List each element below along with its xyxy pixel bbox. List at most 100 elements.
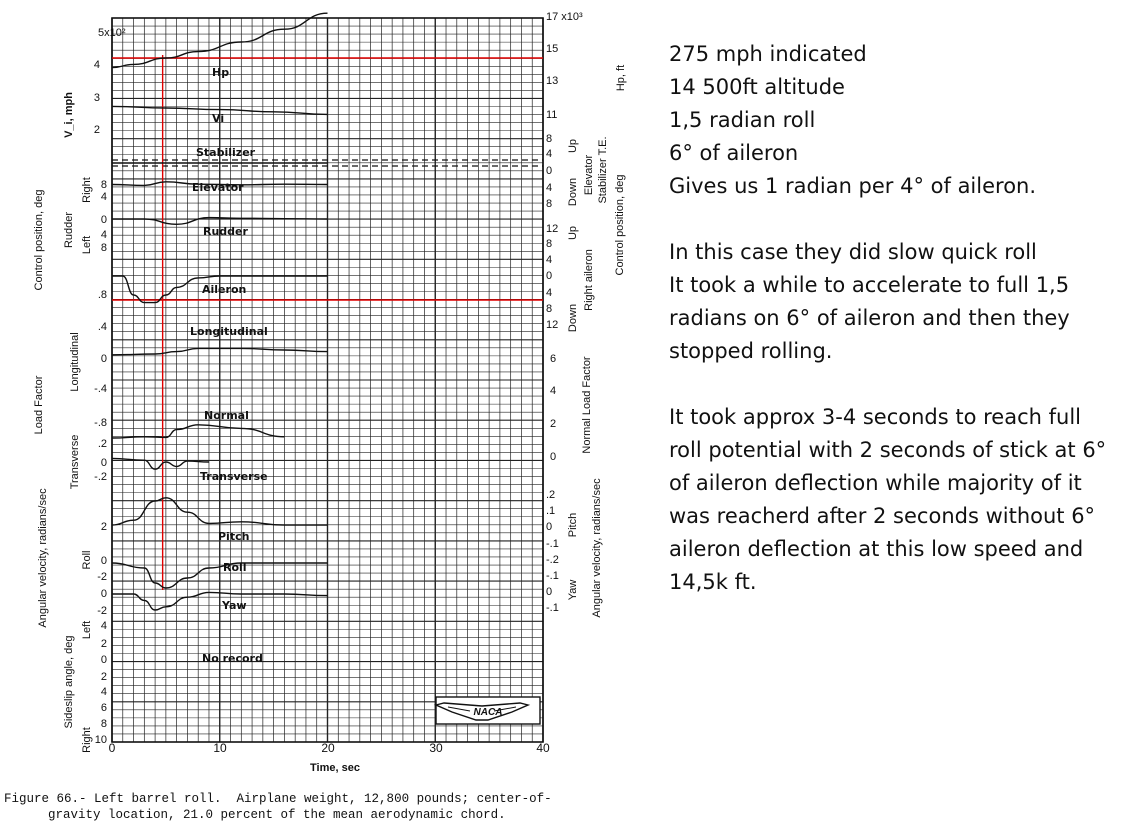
left-tick-label: -.2 (94, 471, 107, 483)
series-line-longitudinal (111, 347, 328, 356)
left-tick-label: -.4 (94, 383, 107, 395)
note-line: 14,5k ft. (669, 570, 757, 594)
series-line-vi (111, 105, 328, 116)
roll-axis-label: Roll (81, 551, 93, 570)
left-tick-label: .2 (98, 438, 107, 450)
rudder-axis-label: Rudder (63, 212, 75, 248)
right-tick-label: 0 (546, 521, 552, 533)
hp-axis-label: Hp, ft (615, 65, 627, 91)
velocity-axis-label: V_i, mph (63, 92, 75, 138)
right-tick-label: .1 (546, 505, 555, 517)
right-aileron-axis-label: Right aileron (583, 249, 595, 311)
right-tick-label: 4 (546, 287, 552, 299)
angular-axis-label: Angular velocity, radians/sec (37, 488, 49, 628)
no-record-label: No record (202, 652, 263, 665)
right-tick-label: 0 (550, 451, 556, 463)
right-tick-label: 8 (546, 198, 552, 210)
series-line-normal (111, 424, 285, 439)
yaw-axis-label: Yaw (567, 580, 579, 601)
right-tick-label: 8 (546, 303, 552, 315)
left-tick-labels: 4 3 2 8 4 0 4 8 .8 .4 0 -.4 -.8 .2 0 -.2… (94, 59, 107, 746)
note-line: was reacherd after 2 seconds without 6° (669, 504, 1096, 528)
left-tick-label: 4 (101, 686, 107, 698)
up-axis-label: Up (567, 226, 579, 240)
up-axis-label: Up (567, 139, 579, 153)
series-line-hp (111, 12, 328, 69)
right-tick-label: 0 (546, 270, 552, 282)
yaw-label: Yaw (221, 599, 247, 612)
longitudinal-label: Longitudinal (190, 325, 268, 338)
series-line-roll (111, 562, 328, 589)
analysis-notes: 275 mph indicated 14 500ft altitude 1,5 … (669, 38, 1109, 599)
naca-logo: NACA (433, 696, 541, 725)
chart-red-reference-lines (112, 55, 543, 590)
chart-panel-lines (112, 159, 543, 167)
x-tick-label: 20 (321, 741, 335, 755)
left-tick-label: 2 (101, 671, 107, 683)
right-tick-label: 12 (546, 319, 558, 331)
stabilizer-label: Stabilizer (196, 146, 256, 159)
left-multiplier: 5x10² (98, 27, 126, 39)
right-tick-label: 2 (550, 418, 556, 430)
left-tick-label: -2 (97, 605, 107, 617)
x-tick-label: 0 (109, 741, 116, 755)
series-line-pitch (111, 497, 328, 526)
control-position-axis-label: Control position, deg (614, 175, 626, 276)
right-tick-label: 8 (546, 238, 552, 250)
left-tick-label: 6 (101, 702, 107, 714)
left-tick-label: 0 (101, 588, 107, 600)
left-axis-label: Left (81, 236, 93, 254)
left-tick-label: 4 (94, 59, 100, 71)
note-line: stopped rolling. (669, 339, 833, 363)
right-tick-label: 0 (546, 586, 552, 598)
right-axis-label: Right (81, 177, 93, 203)
normal-label: Normal (204, 409, 249, 422)
left-tick-label: 0 (101, 555, 107, 567)
x-tick-label: 10 (213, 741, 227, 755)
right-tick-label: .2 (546, 489, 555, 501)
stabilizer-axis-label: Stabilizer T.E. (597, 136, 609, 203)
left-tick-label: 8 (101, 242, 107, 254)
x-tick-label: 40 (536, 741, 550, 755)
right-tick-label: 11 (546, 109, 557, 121)
sideslip-right-label: Right (81, 727, 93, 753)
sideslip-left-label: Left (81, 621, 93, 639)
left-tick-label: .4 (98, 321, 107, 333)
grid-border (111, 17, 544, 743)
load-axis-label: Load Factor (33, 375, 45, 434)
series-line-yaw (112, 591, 328, 611)
series-line-aileron (112, 275, 328, 304)
pitch-axis-label: Pitch (567, 513, 579, 537)
right-tick-label: 4 (550, 385, 556, 397)
transverse-label: Transverse (200, 470, 268, 483)
right-tick-label: 6 (550, 353, 556, 365)
right-tick-label: 4 (546, 182, 552, 194)
caption-line-2: gravity location, 21.0 percent of the me… (48, 808, 506, 822)
chart-series (111, 12, 328, 611)
note-line: 1,5 radian roll (669, 108, 816, 132)
pitch-label: Pitch (218, 530, 249, 543)
right-tick-label: -.1 (546, 570, 559, 582)
note-line: In this case they did slow quick roll (669, 240, 1037, 264)
right-tick-label: 12 (546, 223, 558, 235)
left-tick-label: -.8 (94, 417, 107, 429)
left-tick-label: 2 (101, 521, 107, 533)
right-tick-label: -.1 (546, 538, 559, 550)
series-line-elevator (111, 181, 328, 187)
down-axis-label: Down (567, 304, 579, 332)
left-tick-label: -2 (97, 571, 107, 583)
left-tick-label: 4 (101, 191, 107, 203)
left-tick-label: 8 (101, 179, 107, 191)
note-line: aileron deflection at this low speed and (669, 537, 1084, 561)
left-tick-label: 0 (101, 214, 107, 226)
right-tick-label: 13 (546, 75, 558, 87)
left-tick-label: 8 (101, 718, 107, 730)
naca-logo-text: NACA (474, 707, 503, 718)
right-tick-label: 0 (546, 165, 552, 177)
figure-caption: Figure 66.- Left barrel roll. Airplane w… (4, 791, 704, 823)
left-tick-label: 4 (101, 229, 107, 241)
left-tick-label: 4 (101, 620, 107, 632)
sideslip-axis-label: Sideslip angle, deg (63, 636, 75, 729)
left-tick-label: 2 (94, 124, 100, 136)
